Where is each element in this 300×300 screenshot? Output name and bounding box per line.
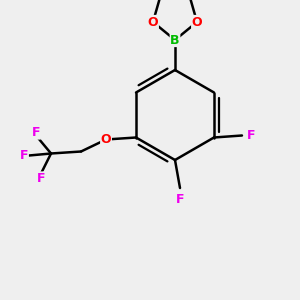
Text: F: F xyxy=(32,126,40,139)
Text: F: F xyxy=(247,129,256,142)
Text: O: O xyxy=(148,16,158,28)
Text: F: F xyxy=(176,193,184,206)
Text: F: F xyxy=(37,172,45,185)
Text: O: O xyxy=(101,133,111,146)
Text: F: F xyxy=(20,149,28,162)
Text: O: O xyxy=(192,16,202,28)
Text: B: B xyxy=(170,34,180,46)
